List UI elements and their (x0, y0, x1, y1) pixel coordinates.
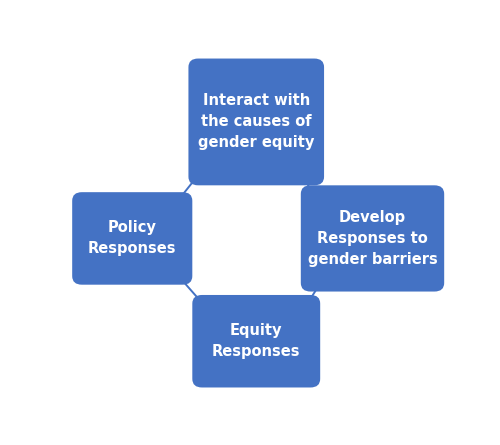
Text: Policy
Responses: Policy Responses (88, 220, 176, 256)
Text: Develop
Responses to
gender barriers: Develop Responses to gender barriers (308, 210, 438, 267)
FancyBboxPatch shape (72, 192, 192, 285)
FancyBboxPatch shape (192, 295, 320, 388)
FancyArrowPatch shape (301, 173, 318, 203)
Text: Equity
Responses: Equity Responses (212, 323, 300, 359)
FancyArrowPatch shape (304, 279, 324, 310)
FancyArrowPatch shape (174, 271, 208, 310)
FancyArrowPatch shape (174, 167, 204, 206)
FancyBboxPatch shape (188, 59, 324, 185)
FancyBboxPatch shape (301, 185, 444, 291)
Text: Interact with
the causes of
gender equity: Interact with the causes of gender equit… (198, 93, 314, 150)
